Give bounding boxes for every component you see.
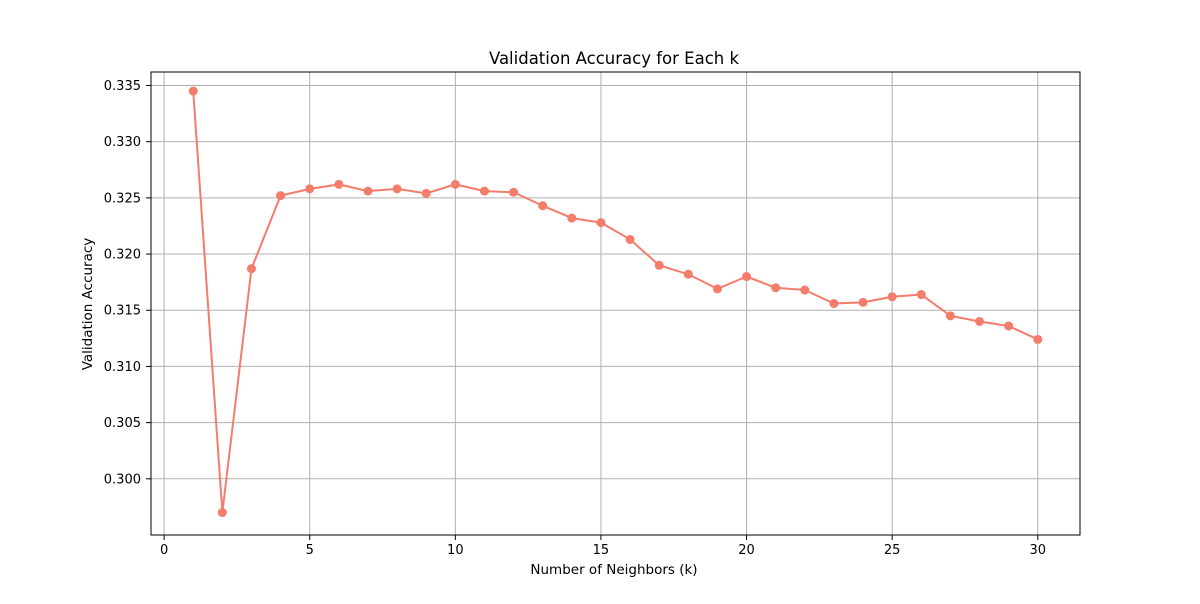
data-point (421, 188, 431, 198)
x-tick-label: 20 (738, 543, 755, 558)
y-axis-label: Validation Accuracy (80, 238, 96, 371)
grid-layer (151, 72, 1080, 535)
data-point (712, 284, 722, 294)
data-point (625, 234, 635, 244)
data-point (975, 316, 985, 326)
data-point (538, 201, 548, 211)
y-tick-label: 0.310 (104, 360, 141, 375)
x-tick-label: 15 (593, 543, 610, 558)
data-point (683, 269, 693, 279)
data-point (217, 508, 227, 518)
data-point (829, 299, 839, 308)
data-point (363, 186, 373, 196)
y-tick-label: 0.335 (104, 79, 141, 94)
data-point (305, 184, 315, 194)
y-tick-label: 0.320 (104, 248, 141, 263)
x-tick-label: 0 (160, 543, 168, 558)
data-point (479, 186, 489, 196)
y-tick-label: 0.300 (104, 472, 141, 487)
data-point (392, 184, 402, 194)
data-point (654, 260, 664, 270)
data-point (800, 285, 810, 295)
series-layer (188, 86, 1043, 518)
data-point (1033, 334, 1043, 344)
series-line (192, 91, 1039, 514)
frame-layer (150, 71, 1081, 536)
x-axis-ticks: 0 5 10 15 20 25 30 (160, 535, 1046, 558)
chart-title: Validation Accuracy for Each k (489, 49, 740, 68)
y-tick-label: 0.305 (104, 416, 141, 431)
y-tick-label: 0.330 (104, 135, 141, 150)
data-point (945, 311, 955, 321)
y-tick-label: 0.315 (104, 304, 141, 319)
x-tick-label: 5 (306, 543, 314, 558)
data-point (887, 292, 897, 302)
data-point (334, 179, 344, 189)
x-axis-label: Number of Neighbors (k) (530, 562, 697, 578)
data-point (1004, 321, 1014, 331)
data-point (276, 191, 286, 201)
data-point (567, 213, 577, 223)
y-axis-ticks: 0.300 0.305 0.310 0.315 0.320 0.325 0.330 0.335 (104, 79, 151, 487)
data-point (188, 86, 198, 96)
data-point (596, 218, 606, 228)
data-point (509, 187, 519, 197)
x-tick-label: 30 (1029, 543, 1046, 558)
plot-frame (150, 71, 1081, 536)
data-point (742, 272, 752, 282)
data-point (858, 297, 868, 307)
x-tick-label: 10 (447, 543, 464, 558)
y-tick-label: 0.325 (104, 191, 141, 206)
data-point (450, 179, 460, 189)
data-point (246, 264, 256, 274)
x-tick-label: 25 (884, 543, 901, 558)
data-point (916, 290, 926, 300)
data-point (771, 283, 781, 293)
